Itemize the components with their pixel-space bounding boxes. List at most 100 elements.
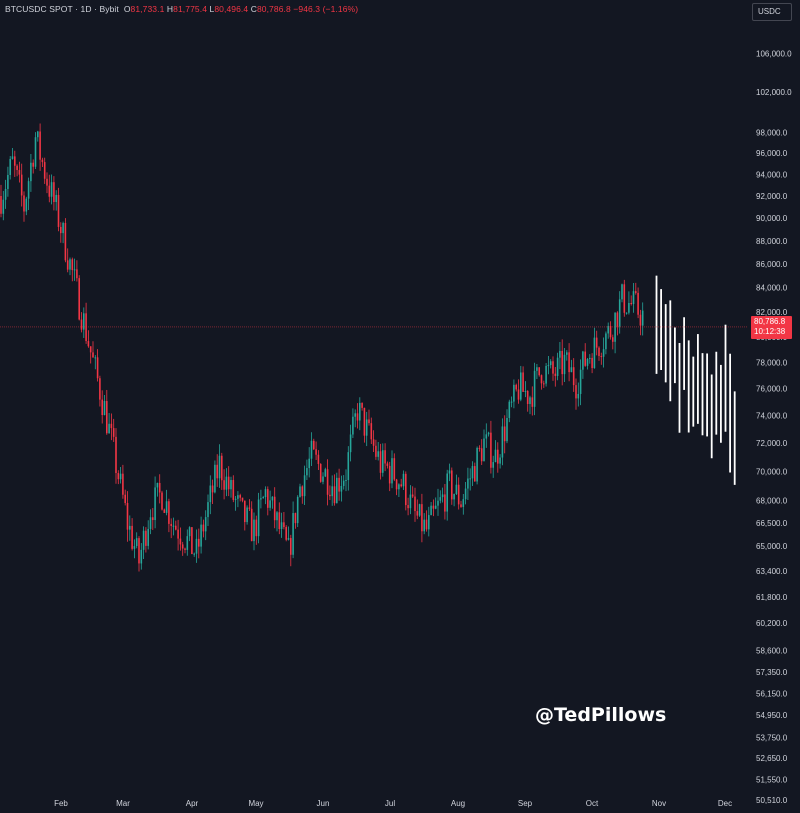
candle-body [172, 525, 175, 527]
candle-body [506, 417, 508, 442]
y-tick-label: 96,000.0 [756, 149, 788, 158]
candle-body [336, 477, 338, 504]
candle-body [510, 401, 513, 403]
candle-body [471, 466, 474, 479]
candle-body [108, 423, 110, 434]
x-tick-label: Jun [317, 799, 330, 808]
candle-body [306, 468, 308, 476]
candle-body [595, 337, 598, 348]
candle-body [142, 530, 145, 550]
candle-body [388, 465, 391, 484]
candle-body [294, 513, 297, 524]
candle-body [168, 501, 170, 524]
candle-body [179, 538, 182, 545]
candle-body [264, 489, 267, 498]
candle-body [193, 553, 195, 555]
candle-body [319, 463, 322, 482]
candle-body [563, 354, 566, 375]
author-watermark: @TedPillows [535, 704, 667, 726]
candle-body [257, 499, 260, 537]
candle-body [71, 259, 74, 271]
candle-body [246, 507, 248, 523]
y-tick-label: 90,000.0 [756, 214, 788, 223]
candle-body [593, 337, 596, 369]
candle-body [223, 480, 225, 490]
candle-body [310, 440, 313, 459]
candle-body [547, 365, 550, 367]
candle-body [191, 527, 193, 555]
candle-body [513, 384, 515, 402]
y-tick-label: 51,550.0 [756, 775, 788, 784]
y-tick-label: 52,650.0 [756, 754, 788, 763]
y-tick-label: 74,000.0 [756, 411, 788, 420]
change-value: −946.3 (−1.16%) [293, 4, 359, 14]
candle-body [356, 413, 359, 421]
candle-body [338, 477, 340, 492]
candle-body [101, 399, 103, 416]
candle-body [292, 513, 294, 555]
candle-body [99, 378, 101, 400]
candle-body [322, 476, 324, 482]
candle-body [7, 174, 9, 189]
candle-body [216, 464, 218, 479]
candle-body [241, 497, 244, 501]
candle-body [200, 524, 202, 547]
candle-body [448, 470, 451, 474]
y-tick-label: 66,500.0 [756, 519, 788, 528]
y-tick-label: 94,000.0 [756, 170, 788, 179]
candle-body [602, 349, 605, 357]
candle-body [218, 455, 221, 479]
candle-body [372, 439, 375, 446]
candle-body [14, 156, 16, 166]
candle-body [64, 222, 67, 261]
candle-body [421, 504, 423, 532]
candle-body [2, 199, 5, 214]
candle-body [290, 538, 292, 555]
candle-body [18, 170, 21, 175]
candle-body [441, 494, 444, 498]
candle-body [533, 370, 536, 407]
symbol-name[interactable]: BTCUSDC SPOT [5, 4, 73, 14]
candle-body [393, 458, 396, 480]
current-price-tag: 80,786.8 10:12:38 [751, 316, 792, 339]
candle-body [234, 498, 237, 500]
candle-body [301, 486, 304, 497]
candle-body [632, 291, 635, 305]
candle-body [423, 519, 425, 532]
price-axis[interactable]: 50,510.0 51,550.0 52,650.0 53,750.0 54,950.0… [756, 49, 792, 805]
candle-body [402, 473, 405, 487]
candle-body [432, 505, 435, 509]
candle-body [161, 492, 163, 510]
x-tick-label: Feb [54, 799, 68, 808]
candle-body [83, 313, 85, 330]
y-tick-label: 61,800.0 [756, 593, 788, 602]
candle-body [609, 325, 612, 338]
candle-body [543, 383, 545, 385]
candle-body [269, 500, 271, 508]
candle-body [177, 529, 179, 539]
candle-body [354, 413, 356, 417]
candle-body [586, 358, 589, 366]
candle-body [25, 198, 28, 212]
candle-body [331, 486, 333, 497]
candle-body [641, 310, 644, 326]
candle-body [170, 523, 172, 527]
y-tick-label: 78,000.0 [756, 358, 788, 367]
candle-body [48, 185, 51, 197]
low-value: 80,496.4 [214, 4, 249, 14]
candle-body [296, 496, 299, 524]
candle-body [103, 401, 106, 416]
candle-body [50, 182, 53, 197]
currency-selector[interactable]: USDC [752, 3, 792, 21]
candle-body [577, 393, 580, 399]
candle-body [152, 517, 154, 521]
candle-body [494, 449, 497, 463]
time-axis[interactable]: Feb Mar Apr May Jun Jul Aug Sep Oct Nov Dec [54, 799, 732, 808]
candle-body [66, 260, 69, 270]
y-tick-label: 86,000.0 [756, 260, 788, 269]
candle-body [368, 419, 370, 424]
interval-label[interactable]: 1D [80, 4, 92, 14]
candle-body [60, 226, 62, 234]
candle-body [214, 464, 216, 493]
